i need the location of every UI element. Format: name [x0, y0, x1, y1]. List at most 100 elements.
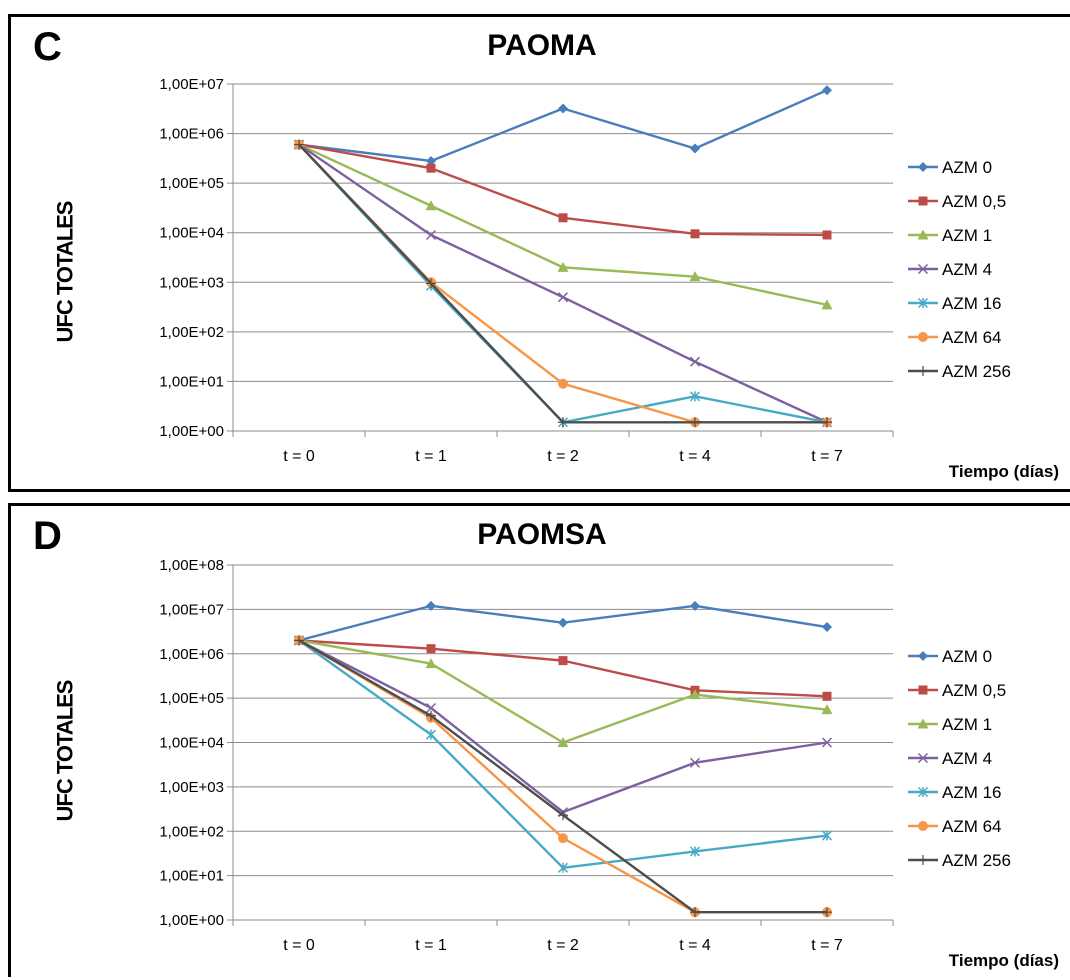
- legend-item: AZM 1: [908, 226, 992, 245]
- data-point: [689, 356, 701, 367]
- data-point: [558, 617, 568, 628]
- y-tick-label: 1,00E+07: [159, 76, 224, 93]
- panel-letter: C: [33, 25, 62, 69]
- y-tick-label: 1,00E+01: [159, 373, 224, 390]
- series-line: [298, 639, 828, 814]
- series-azm-256: [294, 635, 832, 918]
- series-azm-1: [293, 634, 833, 747]
- series-line: [298, 89, 828, 163]
- data-point: [821, 299, 833, 310]
- series-line: [298, 143, 828, 307]
- chart-panel-d: D PAOMSA UFC TOTALES 1,00E+00 1,00E+01 1,0…: [8, 503, 1070, 977]
- legend-item: AZM 64: [908, 817, 1002, 836]
- legend-label: AZM 0: [942, 647, 992, 666]
- data-point: [689, 271, 701, 282]
- y-tick-label: 1,00E+02: [159, 324, 224, 341]
- data-point: [690, 143, 700, 154]
- panel-letter: D: [33, 514, 62, 558]
- data-point: [558, 833, 568, 844]
- data-point: [689, 757, 701, 768]
- data-point: [426, 155, 436, 166]
- legend-label: AZM 64: [942, 328, 1002, 347]
- data-point: [425, 658, 437, 669]
- legend-label: AZM 16: [942, 294, 1002, 313]
- data-point: [558, 378, 568, 389]
- legend-marker: [918, 162, 928, 172]
- data-point: [558, 810, 568, 821]
- legend-item: AZM 1: [908, 715, 992, 734]
- legend-label: AZM 1: [942, 715, 992, 734]
- legend-item: AZM 16: [908, 783, 1002, 802]
- data-point: [425, 702, 437, 714]
- data-point: [558, 213, 568, 223]
- data-point: [426, 163, 436, 173]
- legend-item: AZM 256: [908, 362, 1011, 381]
- x-tick-label: t = 0: [283, 448, 315, 465]
- data-point: [821, 737, 833, 748]
- data-point: [689, 391, 701, 402]
- data-point: [690, 600, 700, 611]
- y-tick-label: 1,00E+04: [159, 735, 224, 752]
- x-tick-label: t = 7: [811, 448, 843, 465]
- chart-title: PAOMA: [487, 29, 597, 62]
- data-point: [822, 230, 832, 240]
- y-tick-label: 1,00E+00: [159, 423, 224, 440]
- x-tick-label: t = 2: [547, 448, 579, 465]
- data-point: [557, 261, 569, 272]
- legend-marker: [917, 752, 929, 764]
- x-tick-label: t = 1: [415, 448, 447, 465]
- legend-item: AZM 0,5: [908, 192, 1006, 211]
- x-tick-label: t = 2: [547, 937, 579, 954]
- legend-marker: [918, 332, 928, 342]
- legend-label: AZM 1: [942, 226, 992, 245]
- chart-title: PAOMSA: [477, 518, 607, 551]
- data-point: [558, 417, 568, 428]
- legend-label: AZM 256: [942, 851, 1011, 870]
- legend-marker: [918, 685, 928, 695]
- data-point: [822, 85, 832, 96]
- legend-marker: [917, 229, 929, 240]
- data-point: [426, 278, 436, 289]
- x-axis-title: Tiempo (días): [949, 951, 1059, 970]
- line-chart-d: 1,00E+00 1,00E+01 1,00E+02 1,00E+03 1,00E+04…: [159, 557, 1059, 970]
- data-point: [557, 737, 569, 747]
- y-tick-label: 1,00E+05: [159, 175, 224, 192]
- series-azm-0: [294, 85, 832, 166]
- legend-marker: [918, 651, 928, 661]
- y-tick-label: 1,00E+08: [159, 557, 224, 574]
- legend-label: AZM 4: [942, 260, 992, 279]
- y-tick-label: 1,00E+06: [159, 646, 224, 663]
- legend-marker: [917, 263, 929, 275]
- y-tick-label: 1,00E+01: [159, 868, 224, 885]
- data-point: [821, 830, 833, 841]
- series-azm-0: [294, 600, 832, 646]
- data-point: [690, 229, 700, 239]
- data-point: [558, 656, 568, 666]
- data-point: [557, 292, 569, 303]
- y-tick-label: 1,00E+03: [159, 274, 224, 291]
- data-point: [822, 417, 832, 428]
- legend-marker: [918, 366, 928, 376]
- y-tick-label: 1,00E+07: [159, 601, 224, 618]
- legend-item: AZM 4: [908, 260, 992, 279]
- legend-label: AZM 16: [942, 783, 1002, 802]
- legend-item: AZM 4: [908, 749, 992, 768]
- data-point: [425, 200, 437, 211]
- data-point: [689, 689, 701, 700]
- data-point: [426, 644, 436, 654]
- legend-item: AZM 64: [908, 328, 1002, 347]
- data-point: [822, 907, 832, 918]
- data-point: [425, 229, 437, 241]
- legend-label: AZM 0,5: [942, 192, 1006, 211]
- data-point: [690, 417, 700, 428]
- y-tick-label: 1,00E+00: [159, 912, 224, 929]
- legend-item: AZM 16: [908, 294, 1002, 313]
- series-line: [298, 639, 828, 744]
- data-point: [294, 139, 304, 150]
- data-point: [821, 704, 833, 715]
- data-point: [426, 710, 436, 721]
- series-azm-64: [294, 635, 832, 918]
- y-tick-label: 1,00E+04: [159, 225, 224, 242]
- data-point: [294, 635, 304, 646]
- chart-panel-c: C PAOMA UFC TOTALES 1,00E+00 1,00E+01 1,00…: [8, 14, 1070, 492]
